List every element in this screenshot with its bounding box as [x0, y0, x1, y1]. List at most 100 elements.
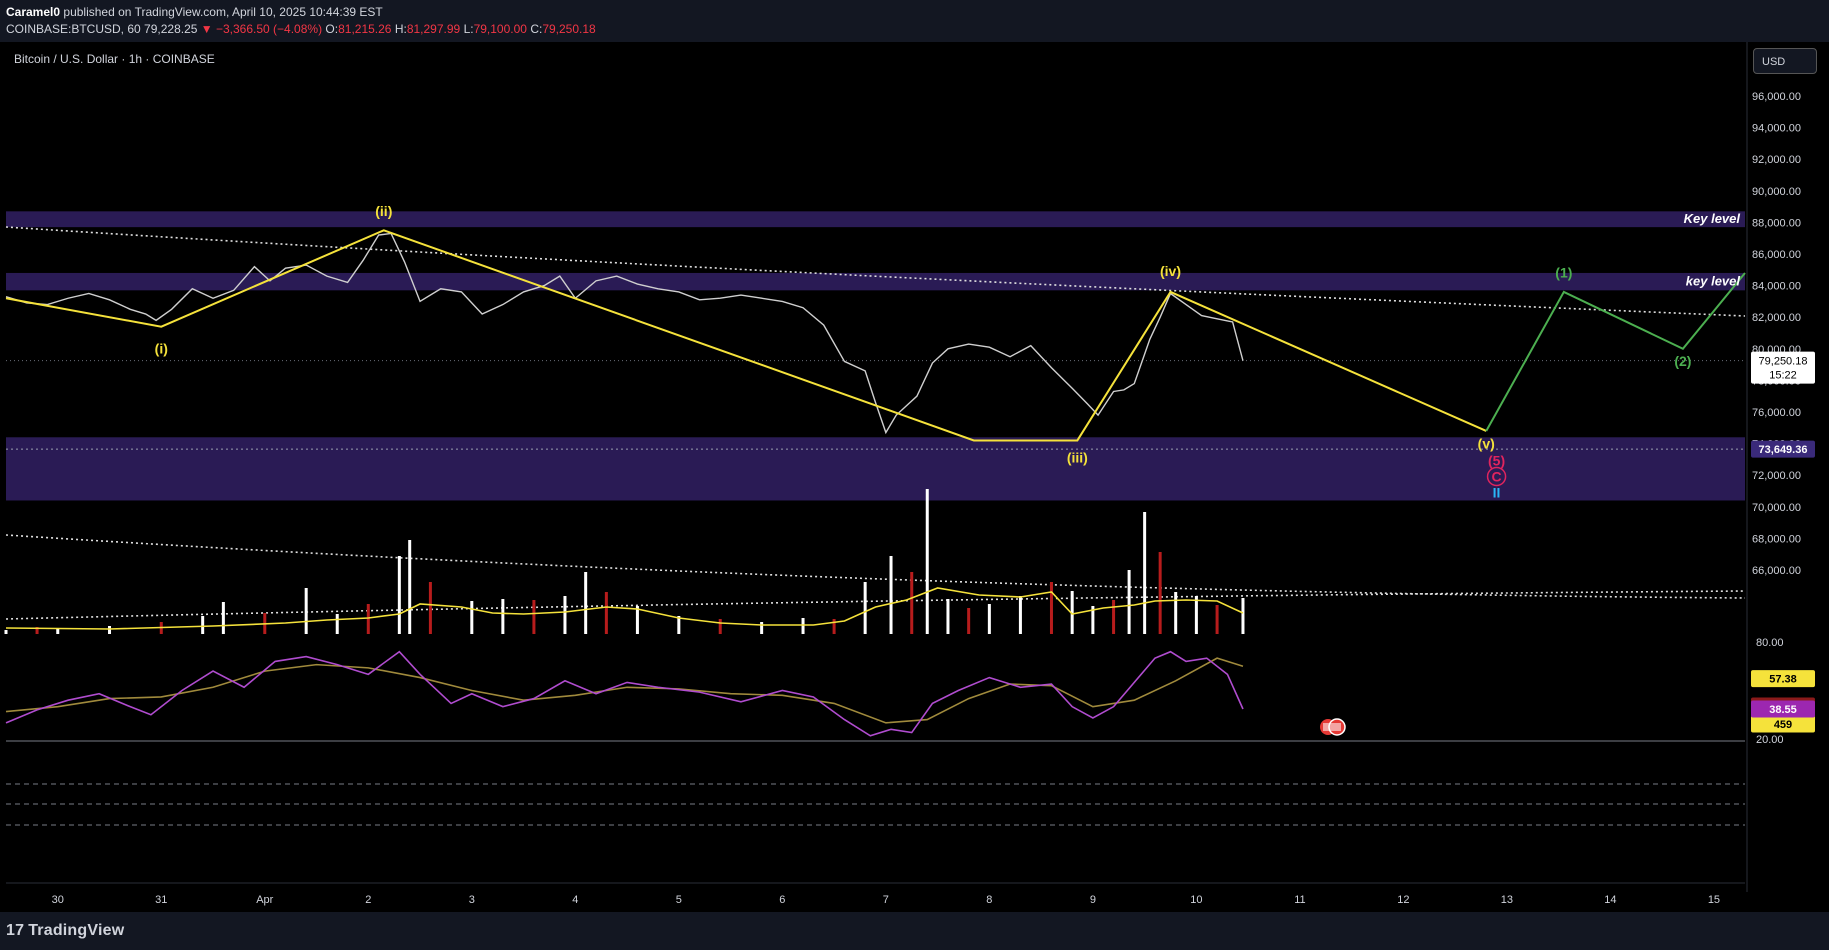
volume-bar — [635, 606, 639, 634]
volume-bar — [1194, 596, 1198, 634]
price-tick-label: 94,000.00 — [1752, 123, 1801, 135]
published-text: published on TradingView.com, April 10, … — [63, 5, 383, 19]
price-tick-label: 90,000.00 — [1752, 186, 1801, 198]
rsi-tick-label: 80.00 — [1756, 637, 1784, 649]
time-tick-label: 3 — [469, 894, 475, 906]
volume-bar — [1143, 512, 1147, 634]
time-tick-label: 9 — [1090, 894, 1096, 906]
wave-label[interactable]: (1) — [1555, 265, 1572, 281]
time-tick-label: 7 — [883, 894, 889, 906]
tradingview-logo-icon: 17 — [6, 922, 25, 939]
wave-label[interactable]: (v) — [1478, 435, 1495, 451]
open-label: O: — [325, 22, 339, 36]
trend-lines — [5, 226, 1746, 620]
tradingview-logo[interactable]: 17 TradingView — [6, 922, 128, 940]
rsi-axis: 80.00 20.00 — [1756, 637, 1784, 746]
volume-bar — [677, 616, 681, 634]
currency-button[interactable]: USD — [1753, 48, 1817, 74]
volume-bar — [967, 608, 971, 634]
rsi-badge-text: 38.55 — [1769, 704, 1797, 716]
time-tick-label: 4 — [572, 894, 578, 906]
volume-bar — [1241, 598, 1245, 634]
volume-bar — [366, 604, 370, 634]
zone-label-key-level-upper: Key level — [1684, 211, 1741, 226]
price-tick-label: 86,000.00 — [1752, 249, 1801, 261]
volume-bar — [987, 604, 991, 634]
time-tick-label: 15 — [1708, 894, 1720, 906]
volume-bar — [801, 618, 805, 634]
time-tick-label: 10 — [1190, 894, 1202, 906]
volume-bar — [1112, 600, 1116, 634]
wave-label[interactable]: (ii) — [375, 203, 392, 219]
volume-bar — [760, 622, 764, 634]
symbol-info: COINBASE:BTCUSD, 60 79,228.25 ▼ −3,366.5… — [6, 22, 596, 36]
time-axis[interactable]: 30 31 Apr 2 3 4 5 6 7 8 9 10 11 12 13 14 15 — [52, 894, 1720, 906]
volume-bar — [910, 572, 914, 634]
volume-bar — [470, 601, 474, 634]
level-badge-text: 73,649.36 — [1759, 444, 1808, 456]
price-tick-label: 92,000.00 — [1752, 154, 1801, 166]
volume-bar — [408, 540, 412, 634]
volume-bar — [584, 572, 588, 634]
volume-bar — [304, 588, 308, 634]
volume-bar — [35, 627, 39, 634]
price-tick-label: 68,000.00 — [1752, 533, 1801, 545]
wave-label[interactable]: (2) — [1674, 353, 1691, 369]
publisher-name[interactable]: Caramel0 — [6, 5, 61, 19]
zone-key-level-lower[interactable] — [6, 272, 1745, 291]
rsi-ma-badge — [1751, 670, 1815, 688]
volume-bar — [946, 599, 950, 634]
price-chart[interactable]: (i) (ii) (iii) (iv) (v) (1) (2) (5)CII Key leve… — [0, 42, 1829, 912]
price-tick-label: 70,000.00 — [1752, 502, 1801, 514]
lower-trend-line-b — [5, 590, 1746, 620]
rsi-badge — [1751, 700, 1815, 718]
time-tick-label: 31 — [155, 894, 167, 906]
zone-key-level-upper[interactable] — [6, 211, 1745, 228]
earnings-flag-icon[interactable] — [1320, 718, 1346, 736]
volume-bar — [1215, 605, 1219, 634]
current-price-text: 79,250.18 — [1759, 356, 1808, 368]
volume-bar — [4, 630, 8, 634]
volume-bar — [604, 592, 608, 634]
time-tick-label: 13 — [1501, 894, 1513, 906]
volume-bar — [889, 556, 893, 634]
wave-label[interactable]: (iv) — [1160, 263, 1181, 279]
wave-pattern-line[interactable] — [5, 229, 1487, 442]
volume-bar — [1174, 592, 1178, 634]
time-tick-label: 14 — [1604, 894, 1616, 906]
footer-bar: 17 TradingView — [0, 912, 1829, 950]
time-tick-label: Apr — [256, 894, 273, 906]
wave-label[interactable]: II — [1493, 484, 1501, 500]
volume-bar — [108, 626, 112, 634]
volume-bar — [201, 616, 205, 634]
time-tick-label: 8 — [986, 894, 992, 906]
wave-label[interactable]: (i) — [155, 341, 168, 357]
publish-info: Caramel0 published on TradingView.com, A… — [6, 5, 383, 19]
volume-bar — [428, 582, 432, 634]
volume-bar — [925, 489, 929, 634]
price-series-line — [5, 232, 1244, 435]
volume-bar — [1158, 552, 1162, 634]
last-price: 79,228.25 — [144, 22, 198, 36]
close-value: 79,250.18 — [542, 22, 596, 36]
rsi-line — [5, 650, 1244, 737]
volume-bar — [563, 596, 567, 634]
chart-title: Bitcoin / U.S. Dollar · 1h · COINBASE — [14, 52, 215, 66]
time-tick-label: 30 — [52, 894, 64, 906]
flag-stripes — [1323, 723, 1341, 731]
volume-bar — [501, 599, 505, 634]
wave-c-ring — [1486, 466, 1507, 487]
wave-label[interactable]: (5) — [1488, 453, 1505, 469]
wave-label[interactable]: (iii) — [1067, 450, 1088, 466]
volume-ma-badge — [1751, 715, 1815, 733]
time-tick-label: 5 — [676, 894, 682, 906]
projection-line[interactable] — [1485, 272, 1746, 432]
close-label: C: — [530, 22, 543, 36]
time-tick-label: 6 — [779, 894, 785, 906]
low-value: 79,100.00 — [473, 22, 527, 36]
time-tick-label: 12 — [1397, 894, 1409, 906]
zone-support-zone[interactable] — [6, 437, 1745, 501]
wave-label[interactable]: C — [1492, 469, 1502, 485]
current-price-badge — [1751, 351, 1815, 384]
volume-bar — [1091, 606, 1095, 634]
